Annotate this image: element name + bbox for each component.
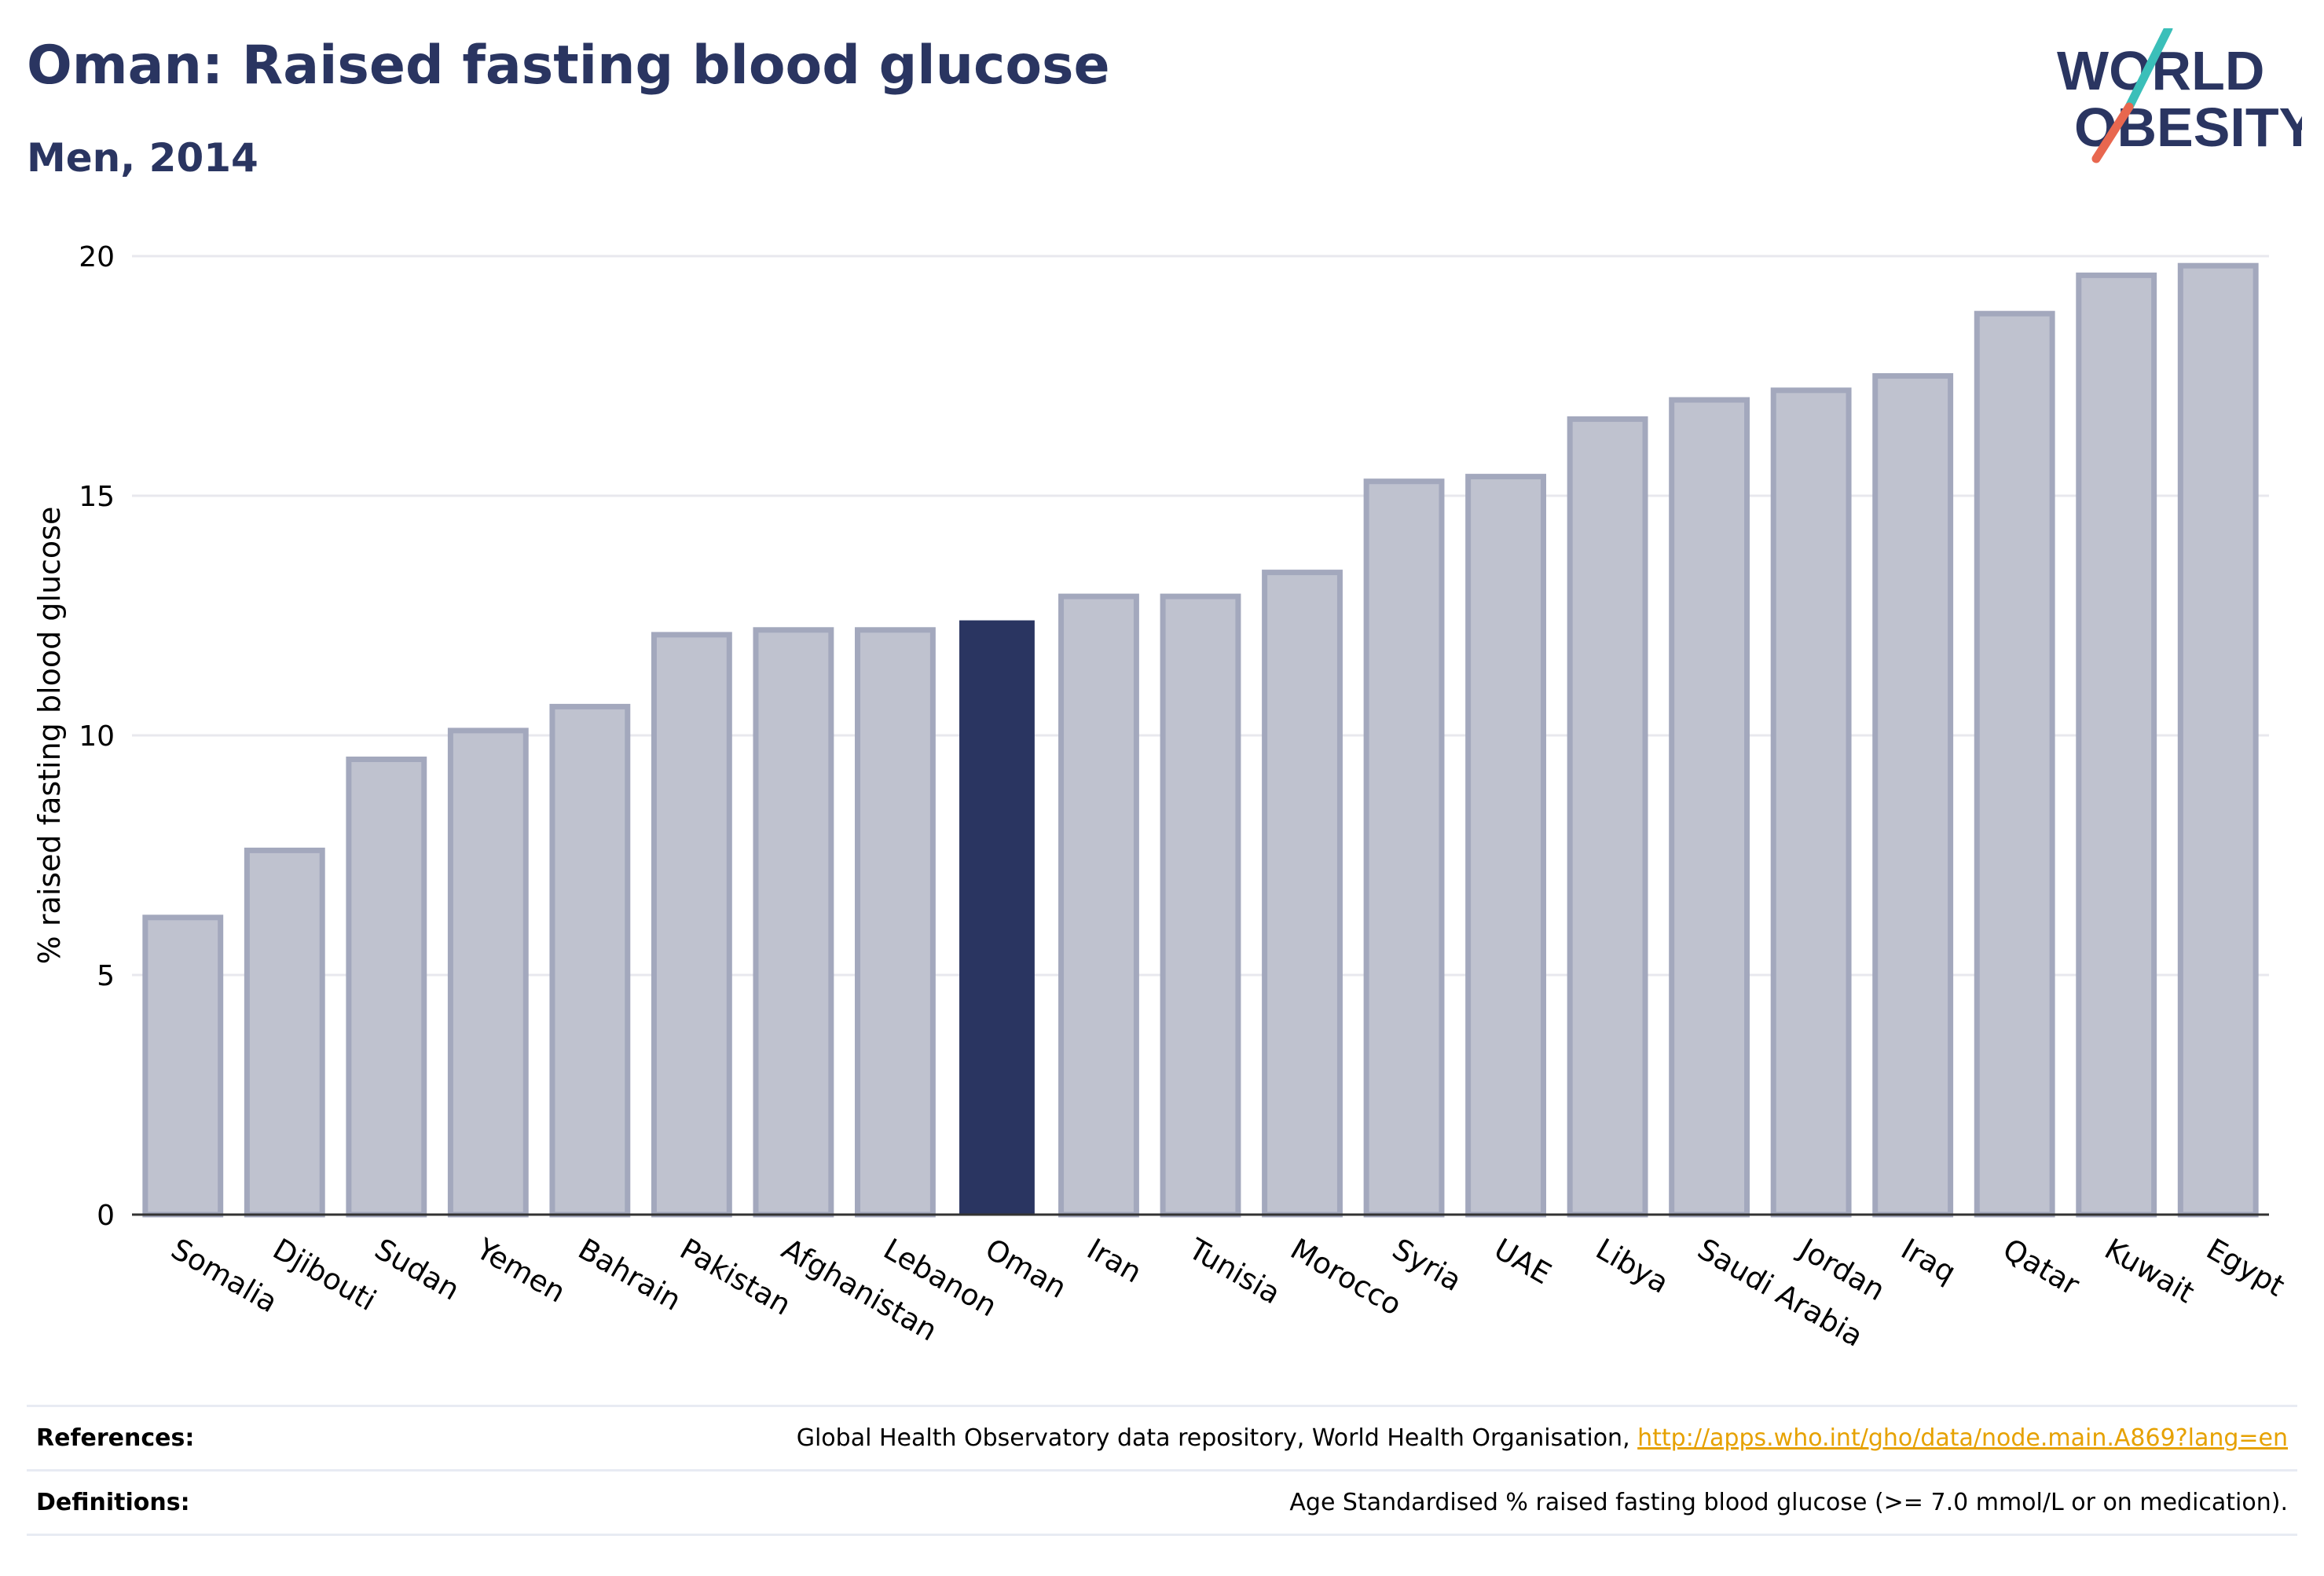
x-tick-label: Libya	[1590, 1232, 1674, 1300]
x-tick-label: Bahrain	[573, 1232, 687, 1318]
chart-subtitle: Men, 2014	[27, 135, 258, 181]
bar	[1872, 373, 1954, 1218]
bar	[1262, 570, 1343, 1218]
y-axis-label: % raised fasting blood glucose	[32, 507, 67, 965]
logo-slash-teal	[2124, 28, 2173, 112]
bar	[855, 627, 936, 1218]
bar	[447, 728, 529, 1218]
bar	[1465, 474, 1546, 1218]
bar	[1770, 387, 1852, 1218]
x-tick-label: Qatar	[1997, 1232, 2085, 1303]
definitions-text: Age Standardised % raised fasting blood …	[1289, 1489, 2288, 1516]
references-link[interactable]: http://apps.who.int/gho/data/node.main.A…	[1637, 1424, 2288, 1452]
y-tick-label: 5	[97, 960, 115, 992]
bars	[142, 262, 2259, 1218]
footer-bottom-rule	[27, 1534, 2297, 1536]
y-tick-label: 0	[97, 1200, 115, 1232]
world-obesity-logo: WORLD OBESITY	[2057, 28, 2302, 163]
x-tick-label: UAE	[1488, 1232, 1556, 1291]
bar	[2076, 272, 2157, 1218]
y-tick-label: 15	[79, 481, 115, 513]
y-tick-label: 10	[79, 720, 115, 753]
definitions-row: Definitions: Age Standardised % raised f…	[27, 1469, 2297, 1534]
bar	[651, 632, 732, 1218]
bar	[1669, 397, 1750, 1218]
bar	[142, 914, 224, 1218]
y-tick-label: 20	[79, 241, 115, 273]
bar	[2177, 262, 2259, 1218]
x-tick-label: Iraq	[1896, 1232, 1962, 1289]
logo-slash-coral	[2091, 102, 2134, 163]
definitions-label: Definitions:	[36, 1489, 190, 1516]
bar	[346, 757, 427, 1218]
bar-highlight	[959, 620, 1035, 1215]
bar	[1058, 593, 1139, 1218]
x-tick-label: Yemen	[470, 1232, 571, 1310]
references-value: Global Health Observatory data repositor…	[797, 1424, 2288, 1452]
x-tick-label: Pakistan	[674, 1232, 797, 1322]
bar	[549, 703, 631, 1218]
x-tick-label: Djibouti	[267, 1232, 382, 1318]
bar	[1974, 310, 2055, 1218]
x-tick-label: Kuwait	[2099, 1232, 2201, 1310]
footer: References: Global Health Observatory da…	[27, 1405, 2297, 1562]
x-tick-label: Iran	[1081, 1232, 1147, 1289]
x-tick-label: Somalia	[166, 1232, 284, 1319]
bar	[1567, 416, 1648, 1218]
references-row: References: Global Health Observatory da…	[27, 1405, 2297, 1470]
bar	[244, 847, 325, 1218]
x-tick-label: Egypt	[2201, 1232, 2290, 1303]
bar	[753, 627, 834, 1218]
references-label: References:	[36, 1424, 195, 1452]
x-tick-label: Tunisia	[1182, 1232, 1286, 1311]
x-tick-label: Morocco	[1285, 1232, 1407, 1322]
chart-title: Oman: Raised fasting blood glucose	[27, 35, 1110, 97]
x-tick-label: Sudan	[369, 1232, 465, 1307]
bar	[1363, 478, 1445, 1218]
bar	[1160, 593, 1241, 1218]
references-text: Global Health Observatory data repositor…	[796, 1424, 1638, 1452]
